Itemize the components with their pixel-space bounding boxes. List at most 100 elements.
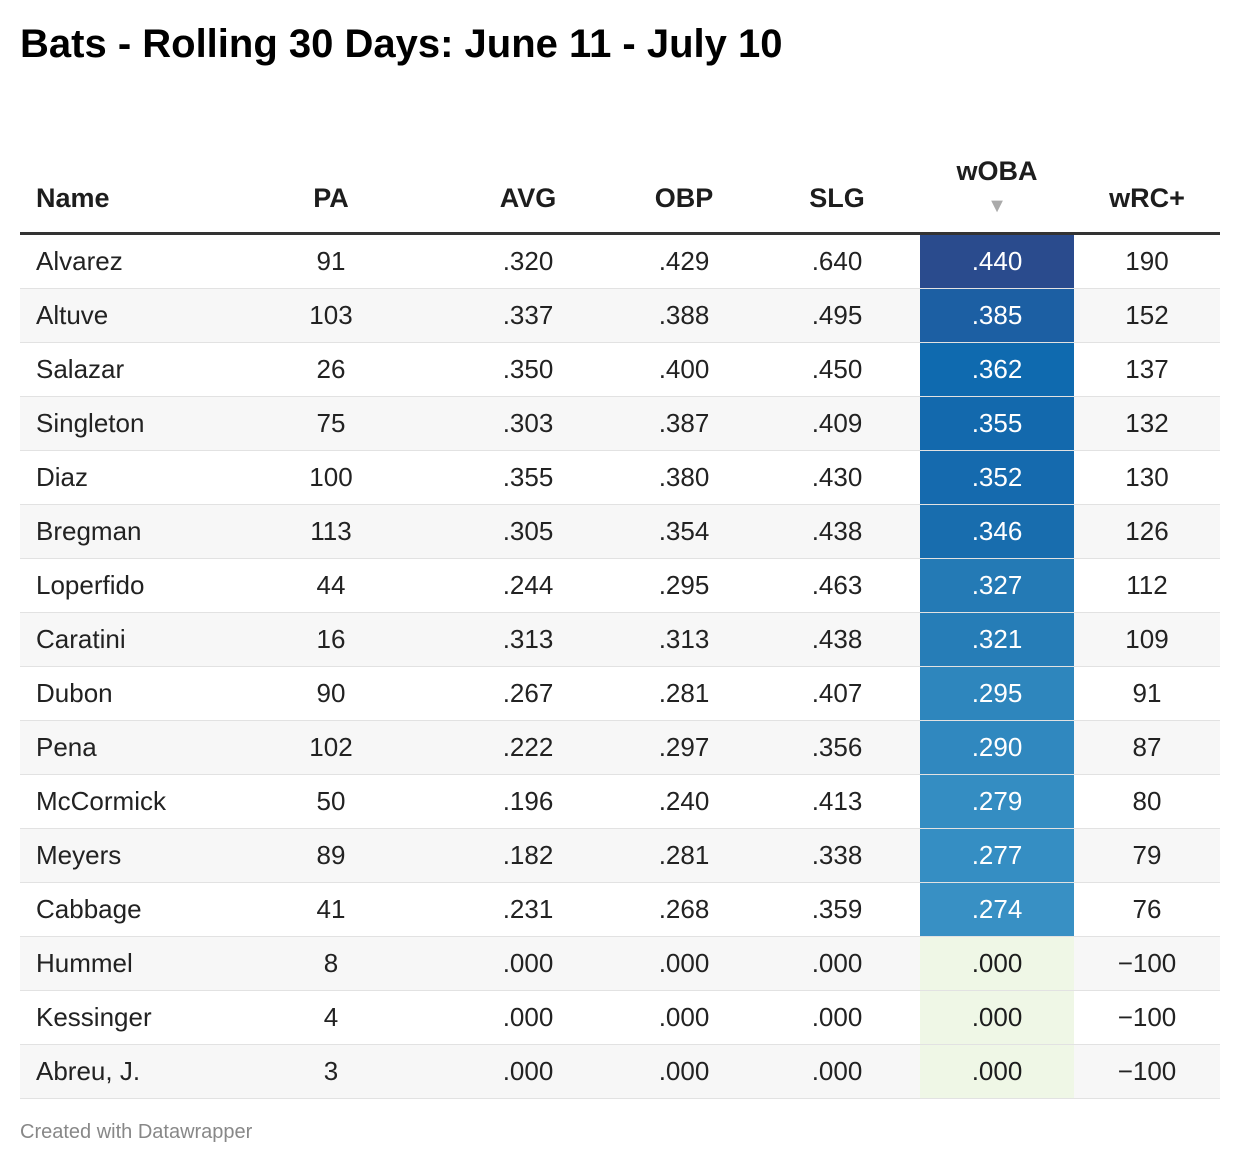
cell-avg: .000 — [442, 1044, 614, 1099]
cell-name: Diaz — [20, 450, 220, 505]
cell-slg: .356 — [754, 720, 920, 775]
cell-avg: .222 — [442, 720, 614, 775]
column-header-wrc-plus[interactable]: wRC+ — [1074, 120, 1220, 235]
cell-wrc-plus: −100 — [1074, 1044, 1220, 1099]
table-row: Alvarez 91.320.429.640.440 190 — [20, 233, 1220, 289]
cell-pa: 50 — [220, 774, 442, 829]
column-header-pa[interactable]: PA — [220, 120, 442, 235]
table-row: Altuve 103.337.388.495.385 152 — [20, 288, 1220, 343]
cell-wrc-plus: −100 — [1074, 990, 1220, 1045]
table-header-row: Name PA AVG OBP SLG wOBA ▼ wRC+ — [20, 120, 1220, 235]
cell-wrc-plus: 190 — [1074, 233, 1220, 289]
cell-obp: .313 — [614, 612, 754, 667]
table-row: McCormick 50.196.240.413.279 80 — [20, 774, 1220, 829]
cell-pa: 91 — [220, 233, 442, 289]
cell-avg: .244 — [442, 558, 614, 613]
chart-title: Bats - Rolling 30 Days: June 11 - July 1… — [20, 22, 783, 66]
cell-wrc-plus: 87 — [1074, 720, 1220, 775]
table-row: Abreu, J. 3.000.000.000.000 −100 — [20, 1044, 1220, 1099]
cell-woba: .279 — [920, 774, 1074, 829]
cell-name: Dubon — [20, 666, 220, 721]
cell-avg: .350 — [442, 342, 614, 397]
cell-name: Kessinger — [20, 990, 220, 1045]
cell-woba: .352 — [920, 450, 1074, 505]
cell-obp: .388 — [614, 288, 754, 343]
cell-pa: 8 — [220, 936, 442, 991]
cell-name: Abreu, J. — [20, 1044, 220, 1099]
column-header-woba-label: wOBA — [956, 156, 1038, 186]
table-row: Loperfido 44.244.295.463.327 112 — [20, 558, 1220, 613]
cell-woba: .295 — [920, 666, 1074, 721]
cell-woba: .000 — [920, 936, 1074, 991]
cell-wrc-plus: −100 — [1074, 936, 1220, 991]
cell-pa: 75 — [220, 396, 442, 451]
table-row: Dubon 90.267.281.407.295 91 — [20, 666, 1220, 721]
cell-slg: .495 — [754, 288, 920, 343]
cell-slg: .359 — [754, 882, 920, 937]
cell-obp: .000 — [614, 990, 754, 1045]
cell-name: Bregman — [20, 504, 220, 559]
cell-obp: .400 — [614, 342, 754, 397]
cell-slg: .413 — [754, 774, 920, 829]
cell-woba: .327 — [920, 558, 1074, 613]
cell-obp: .429 — [614, 233, 754, 289]
cell-obp: .295 — [614, 558, 754, 613]
cell-obp: .281 — [614, 828, 754, 883]
cell-avg: .267 — [442, 666, 614, 721]
cell-obp: .354 — [614, 504, 754, 559]
cell-woba: .290 — [920, 720, 1074, 775]
cell-slg: .463 — [754, 558, 920, 613]
footer-credit: Created with Datawrapper — [20, 1121, 253, 1143]
cell-slg: .338 — [754, 828, 920, 883]
cell-slg: .438 — [754, 612, 920, 667]
cell-woba: .440 — [920, 233, 1074, 289]
cell-woba: .000 — [920, 1044, 1074, 1099]
cell-wrc-plus: 91 — [1074, 666, 1220, 721]
table-row: Cabbage 41.231.268.359.274 76 — [20, 882, 1220, 937]
cell-obp: .240 — [614, 774, 754, 829]
cell-obp: .380 — [614, 450, 754, 505]
cell-name: Caratini — [20, 612, 220, 667]
cell-slg: .430 — [754, 450, 920, 505]
cell-pa: 100 — [220, 450, 442, 505]
cell-wrc-plus: 137 — [1074, 342, 1220, 397]
column-header-slg[interactable]: SLG — [754, 120, 920, 235]
cell-wrc-plus: 109 — [1074, 612, 1220, 667]
cell-wrc-plus: 132 — [1074, 396, 1220, 451]
table-body: Alvarez 91.320.429.640.440 190 Altuve 103.33… — [20, 233, 1220, 1099]
cell-wrc-plus: 112 — [1074, 558, 1220, 613]
cell-obp: .387 — [614, 396, 754, 451]
cell-name: Altuve — [20, 288, 220, 343]
cell-woba: .385 — [920, 288, 1074, 343]
cell-woba: .362 — [920, 342, 1074, 397]
table-row: Meyers 89.182.281.338.277 79 — [20, 828, 1220, 883]
cell-name: Singleton — [20, 396, 220, 451]
cell-avg: .313 — [442, 612, 614, 667]
column-header-obp[interactable]: OBP — [614, 120, 754, 235]
cell-obp: .297 — [614, 720, 754, 775]
cell-woba: .000 — [920, 990, 1074, 1045]
cell-slg: .000 — [754, 936, 920, 991]
cell-pa: 41 — [220, 882, 442, 937]
cell-slg: .438 — [754, 504, 920, 559]
cell-avg: .337 — [442, 288, 614, 343]
cell-woba: .321 — [920, 612, 1074, 667]
cell-pa: 44 — [220, 558, 442, 613]
column-header-woba[interactable]: wOBA ▼ — [920, 120, 1074, 235]
cell-wrc-plus: 152 — [1074, 288, 1220, 343]
cell-obp: .268 — [614, 882, 754, 937]
column-header-avg[interactable]: AVG — [442, 120, 614, 235]
cell-pa: 90 — [220, 666, 442, 721]
column-header-name[interactable]: Name — [20, 120, 220, 235]
cell-name: Hummel — [20, 936, 220, 991]
cell-slg: .000 — [754, 1044, 920, 1099]
cell-slg: .407 — [754, 666, 920, 721]
cell-pa: 16 — [220, 612, 442, 667]
cell-name: Cabbage — [20, 882, 220, 937]
cell-woba: .277 — [920, 828, 1074, 883]
table-row: Diaz 100.355.380.430.352 130 — [20, 450, 1220, 505]
cell-avg: .000 — [442, 990, 614, 1045]
cell-avg: .000 — [442, 936, 614, 991]
cell-avg: .182 — [442, 828, 614, 883]
cell-name: Loperfido — [20, 558, 220, 613]
